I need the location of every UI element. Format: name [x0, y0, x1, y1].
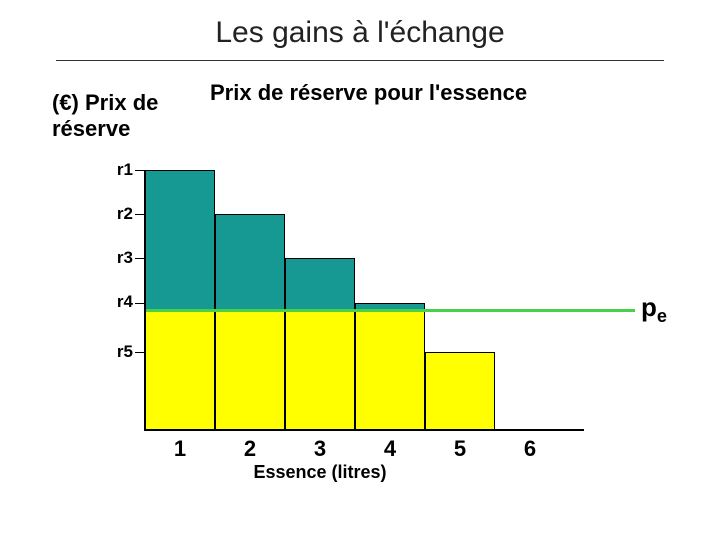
y-tick-label-r4: r4 — [103, 292, 133, 312]
x-tick-label-6: 6 — [495, 436, 565, 462]
slide-title: Les gains à l'échange — [0, 16, 720, 50]
slide: Les gains à l'échange Prix de réserve po… — [0, 0, 720, 540]
bar-bottom-2 — [215, 310, 285, 430]
bar-bottom-3 — [285, 310, 355, 430]
reserve-price-chart: r1r2r3r4r5123456Essence (litres) — [145, 170, 635, 430]
pe-label-sub: e — [657, 307, 667, 327]
bar-top-2 — [215, 214, 285, 310]
y-axis-title: (€) Prix de réserve — [52, 90, 158, 143]
y-tick-mark-r3 — [135, 258, 145, 259]
y-tick-mark-r1 — [135, 170, 145, 171]
bar-top-1 — [145, 170, 215, 310]
pe-line — [145, 309, 635, 312]
x-axis-title: Essence (litres) — [215, 462, 425, 483]
bar-bottom-4 — [355, 310, 425, 430]
pe-label-main: p — [641, 292, 657, 322]
bar-top-3 — [285, 258, 355, 310]
y-tick-label-r1: r1 — [103, 160, 133, 180]
y-tick-label-r3: r3 — [103, 248, 133, 268]
y-axis — [144, 170, 146, 430]
y-tick-label-r2: r2 — [103, 204, 133, 224]
title-underline — [56, 60, 664, 61]
y-tick-mark-r5 — [135, 352, 145, 353]
pe-label: pe — [641, 292, 667, 327]
y-tick-mark-r4 — [135, 303, 145, 304]
x-tick-label-1: 1 — [145, 436, 215, 462]
x-tick-label-2: 2 — [215, 436, 285, 462]
y-axis-title-line2: réserve — [52, 116, 130, 141]
y-axis-title-line1: (€) Prix de — [52, 90, 158, 115]
x-tick-label-5: 5 — [425, 436, 495, 462]
bar-bottom-1 — [145, 310, 215, 430]
chart-subtitle: Prix de réserve pour l'essence — [210, 80, 527, 106]
x-tick-label-3: 3 — [285, 436, 355, 462]
x-tick-label-4: 4 — [355, 436, 425, 462]
bar-bottom-5 — [425, 352, 495, 430]
y-tick-mark-r2 — [135, 214, 145, 215]
x-axis — [144, 429, 584, 431]
y-tick-label-r5: r5 — [103, 342, 133, 362]
